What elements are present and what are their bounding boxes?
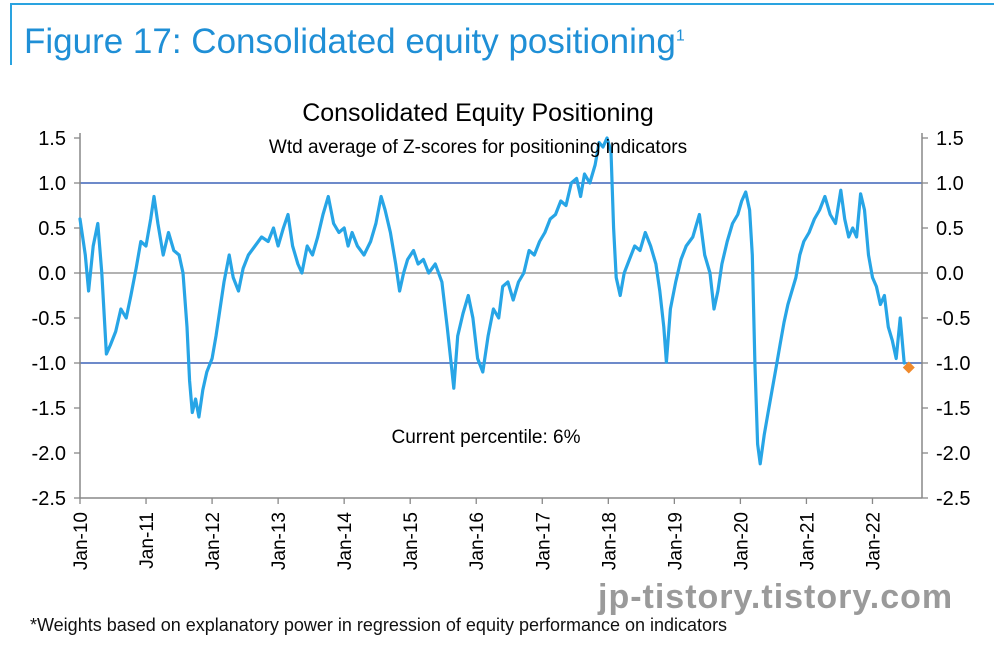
y-tick-label-right: -2.5 <box>936 488 970 510</box>
x-tick-label: Jan-16 <box>467 512 488 570</box>
x-tick-label: Jan-10 <box>71 512 92 570</box>
y-tick-label-left: 0.0 <box>38 263 66 285</box>
series-line <box>78 136 906 466</box>
top-rule <box>10 3 994 5</box>
x-tick-label: Jan-22 <box>863 512 884 570</box>
figure-title-text: Figure 17: Consolidated equity positioni… <box>24 22 676 61</box>
y-tick-label-left: 0.5 <box>38 218 66 240</box>
y-tick-label-left: 1.0 <box>38 173 66 195</box>
y-tick-label-right: 0.5 <box>936 218 964 240</box>
y-tick-label-left: -1.5 <box>32 398 66 420</box>
figure-title-superscript: 1 <box>675 27 685 45</box>
x-tick-label: Jan-13 <box>269 512 290 570</box>
equity-positioning-chart: 1.5 1.5 1.0 1.0 0.5 0.5 0.0 0.0 -0.5 -0.5 -1.0 -1.0… <box>32 99 971 570</box>
x-tick-label: Jan-18 <box>599 512 620 570</box>
y-tick-label-right: -0.5 <box>936 308 970 330</box>
y-tick-label-left: -0.5 <box>32 308 66 330</box>
y-tick-label-left: 1.5 <box>38 128 66 150</box>
x-tick-label: Jan-17 <box>533 512 554 570</box>
figure-title: Figure 17: Consolidated equity positioni… <box>24 22 685 62</box>
watermark: jp-tistory.tistory.com <box>598 578 954 616</box>
x-tick-label: Jan-11 <box>137 512 158 569</box>
reference-lines <box>80 182 922 364</box>
chart-subtitle: Wtd average of Z-scores for positioning … <box>269 137 687 158</box>
y-tick-label-left: -2.5 <box>32 488 66 510</box>
x-tick-label: Jan-20 <box>731 512 752 570</box>
y-tick-label-right: 0.0 <box>936 263 964 285</box>
y-tick-label-right: 1.5 <box>936 128 964 150</box>
current-value-marker <box>902 361 915 374</box>
y-tick-label-right: 1.0 <box>936 173 964 195</box>
x-tick-label: Jan-15 <box>401 512 422 570</box>
y-tick-label-left: -2.0 <box>32 443 66 465</box>
x-tick-label: Jan-12 <box>203 512 224 570</box>
series-layer <box>78 136 915 466</box>
chart-title: Consolidated Equity Positioning <box>302 99 654 127</box>
y-tick-label-right: -1.0 <box>936 353 970 375</box>
footnote: *Weights based on explanatory power in r… <box>30 615 728 635</box>
axes: 1.5 1.5 1.0 1.0 0.5 0.5 0.0 0.0 -0.5 -0.5 -1.0 -1.0… <box>32 128 971 570</box>
y-tick-label-right: -1.5 <box>936 398 970 420</box>
y-tick-label-left: -1.0 <box>32 353 66 375</box>
chart-annotation: Current percentile: 6% <box>391 427 580 448</box>
x-tick-label: Jan-14 <box>335 512 356 571</box>
x-tick-label: Jan-21 <box>797 512 818 570</box>
y-tick-label-right: -2.0 <box>936 443 970 465</box>
x-tick-label: Jan-19 <box>665 512 686 570</box>
figure-title-bar <box>10 3 12 65</box>
